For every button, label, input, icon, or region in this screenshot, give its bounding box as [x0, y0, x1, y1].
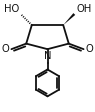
Text: O: O: [2, 44, 10, 54]
Text: O: O: [85, 44, 93, 54]
Polygon shape: [63, 13, 75, 25]
Text: OH: OH: [76, 4, 91, 14]
Text: HO: HO: [4, 4, 19, 14]
Text: N: N: [44, 51, 51, 61]
